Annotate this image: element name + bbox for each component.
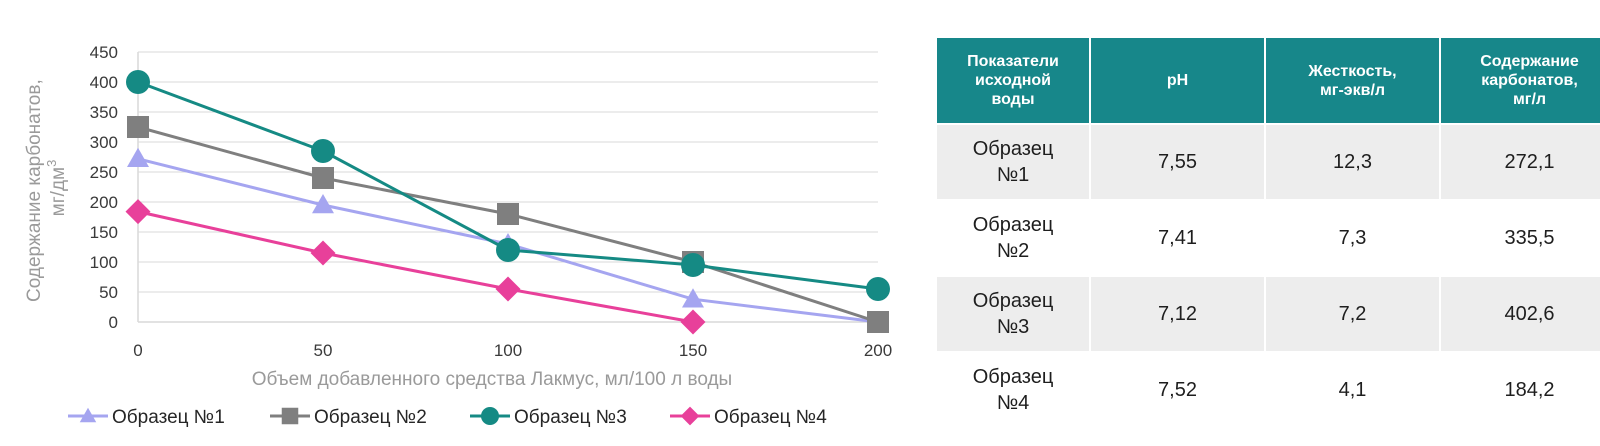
data-point [495,276,521,302]
table-row: Образец №1 7,55 12,3 272,1 [937,123,1600,200]
ph-cell: 7,41 [1090,199,1266,276]
legend-label: Образец №3 [514,407,627,428]
legend-marker [281,407,299,425]
y-axis-title-unit: мг/дм [48,167,69,216]
sample-name-cell: Образец №1 [937,123,1091,200]
legend-item: Образец №1 [68,407,225,428]
legend-marker [680,406,700,426]
sample-name-cell: Образец №3 [937,275,1091,352]
table-row: Образец №2 7,41 7,3 335,5 [937,199,1600,276]
data-point [312,194,334,214]
y-tick-label: 450 [90,43,118,62]
x-tick-label: 100 [494,341,522,360]
y-tick-label: 400 [90,73,118,92]
water-parameters-table: Показатели исходной воды pH Жесткость, м… [937,38,1600,427]
data-point [127,147,149,168]
data-point [496,238,520,262]
sample-name-cell: Образец №4 [937,351,1091,427]
x-tick-label: 50 [314,341,333,360]
y-tick-label: 250 [90,163,118,182]
sample-name-cell: Образец №2 [937,199,1091,276]
legend-marker [481,407,499,425]
table-row: Образец №3 7,12 7,2 402,6 [937,275,1600,352]
header-ph: pH [1090,38,1266,124]
hardness-cell: 12,3 [1265,123,1441,200]
series-layer [125,70,890,335]
x-tick-label: 200 [864,341,892,360]
data-point [866,277,890,301]
series-line [137,210,694,324]
y-tick-label: 50 [99,283,118,302]
x-tick-label: 150 [679,341,707,360]
y-tick-label: 350 [90,103,118,122]
header-hardness: Жесткость, мг-экв/л [1265,38,1441,124]
carbonates-cell: 184,2 [1440,351,1600,427]
series-4 [125,199,706,335]
legend: Образец №1 Образец №2 Образец №3 Образец №4 [68,406,827,428]
grid-lines [138,51,878,293]
ph-cell: 7,52 [1090,351,1266,427]
hardness-cell: 7,2 [1265,275,1441,352]
legend-item: Образец №4 [670,406,827,428]
series-3 [126,70,890,301]
ph-cell: 7,12 [1090,275,1266,352]
y-tick-label: 0 [109,313,118,332]
legend-marker [79,407,97,423]
hardness-cell: 7,3 [1265,199,1441,276]
table-row: Образец №4 7,52 4,1 184,2 [937,351,1600,427]
y-axis-title-line1: Содержание карбонатов, [24,79,45,302]
carbonates-cell: 402,6 [1440,275,1600,352]
y-axis-title-line2: мг/дм3 [44,160,69,217]
hardness-cell: 4,1 [1265,351,1441,427]
data-point [680,309,706,335]
x-tick-label: 0 [133,341,142,360]
axes [137,52,878,323]
y-tick-label: 200 [90,193,118,212]
data-point [126,70,150,94]
x-axis-title: Объем добавленного средства Лакмус, мл/1… [252,369,732,390]
legend-label: Образец №2 [314,407,427,428]
tick-labels: 0 50 100 150 200 250 300 350 400 450 0 50 100 150 200 [90,43,893,360]
y-tick-label: 300 [90,133,118,152]
data-point [682,288,704,308]
carbonates-cell: 335,5 [1440,199,1600,276]
legend-label: Образец №4 [714,407,827,428]
table-header-row: Показатели исходной воды pH Жесткость, м… [937,38,1600,124]
ph-cell: 7,55 [1090,123,1266,200]
data-point [312,167,334,189]
data-point [311,139,335,163]
legend-item: Образец №3 [470,407,627,428]
y-axis-title: Содержание карбонатов, мг/дм3 [24,74,69,302]
y-tick-label: 150 [90,223,118,242]
carbonates-cell: 272,1 [1440,123,1600,200]
data-point [497,203,519,225]
data-point [125,199,151,225]
header-carbonates: Содержание карбонатов, мг/л [1440,38,1600,124]
header-parameters: Показатели исходной воды [937,38,1091,124]
data-point [681,253,705,277]
y-axis-title-superscript: 3 [44,160,59,167]
legend-item: Образец №2 [270,407,427,428]
y-tick-label: 100 [90,253,118,272]
data-point [127,116,149,138]
data-point [310,240,336,266]
data-point [867,311,889,333]
legend-label: Образец №1 [112,407,225,428]
